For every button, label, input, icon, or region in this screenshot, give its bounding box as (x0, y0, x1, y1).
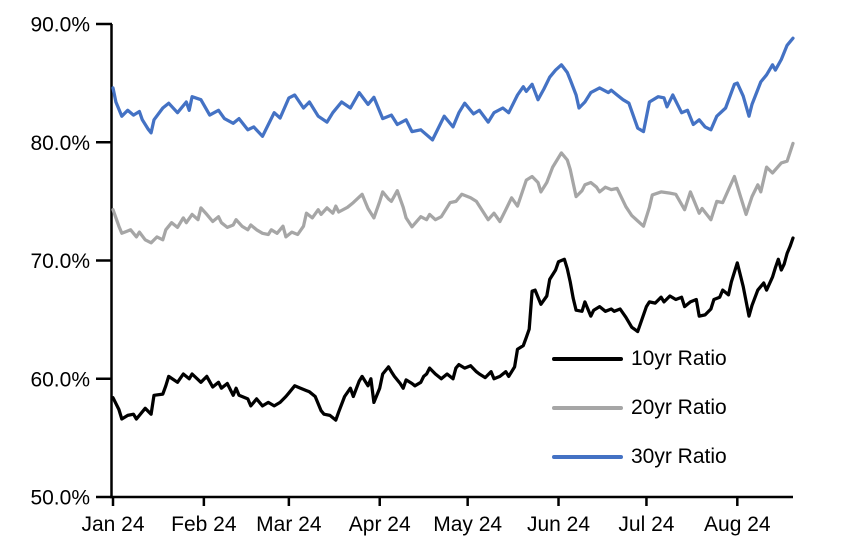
legend-label-10yr-ratio: 10yr Ratio (631, 347, 727, 370)
legend-label-20yr-ratio: 20yr Ratio (631, 396, 727, 419)
legend-item-20yr-ratio: 20yr Ratio (552, 395, 727, 421)
legend-line-20yr-ratio-icon (552, 406, 623, 410)
series-line-20yr-ratio (111, 141, 795, 245)
legend-item-10yr-ratio: 10yr Ratio (552, 346, 727, 372)
y-axis-tick-label: 70.0% (30, 250, 90, 273)
y-axis-tick-label: 50.0% (30, 487, 90, 510)
legend: 10yr Ratio 20yr Ratio 30yr Ratio (552, 346, 727, 493)
x-axis-tick-label: Aug 24 (704, 513, 771, 536)
x-axis-tick-label: May 24 (433, 513, 502, 536)
x-axis-tick-label: Mar 24 (256, 513, 322, 536)
legend-line-30yr-ratio-icon (552, 455, 623, 459)
x-axis-tick-label: Jul 24 (618, 513, 674, 536)
y-axis-tick-label: 90.0% (30, 14, 90, 37)
x-axis-tick-label: Feb 24 (171, 513, 237, 536)
series-line-30yr-ratio (111, 36, 795, 142)
legend-line-10yr-ratio-icon (552, 357, 623, 361)
y-axis-tick-label: 60.0% (30, 368, 90, 391)
legend-label-30yr-ratio: 30yr Ratio (631, 445, 727, 468)
x-axis-tick-label: Jan 24 (81, 513, 144, 536)
y-axis-tick-label: 80.0% (30, 132, 90, 155)
series-line-10yr-ratio (111, 236, 795, 422)
x-axis-tick-label: Jun 24 (527, 513, 590, 536)
legend-item-30yr-ratio: 30yr Ratio (552, 444, 727, 470)
x-axis-tick-label: Apr 24 (349, 513, 411, 536)
